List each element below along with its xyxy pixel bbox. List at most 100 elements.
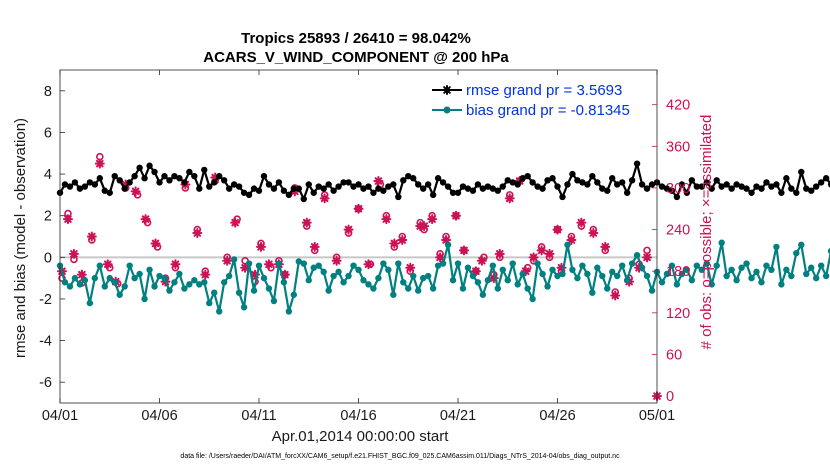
x-tick-label: 04/06 <box>141 408 177 424</box>
obs-assimilated-point <box>250 269 261 280</box>
bias-point <box>81 277 89 284</box>
obs-assimilated-point <box>556 262 567 273</box>
bias-point <box>330 272 337 280</box>
rmse-point <box>643 185 651 192</box>
x-tick-label: 04/11 <box>241 408 276 424</box>
obs-assimilated-point <box>140 214 151 225</box>
rmse-point <box>817 179 825 186</box>
rmse-point <box>658 183 666 190</box>
y-axis-label-right: # of obs: o=possible; ×=assimilated <box>698 115 715 350</box>
obs-assimilated-point <box>263 259 274 270</box>
rmse-point <box>579 179 586 186</box>
bias-point <box>424 272 432 280</box>
rmse-point <box>788 185 795 192</box>
obs-assimilated-point <box>552 224 563 235</box>
obs-assimilated-point <box>389 238 400 249</box>
obs-assimilated-point <box>68 248 79 259</box>
rmse-point <box>569 170 576 178</box>
obs-assimilated-point <box>397 234 408 245</box>
rmse-point <box>813 183 820 190</box>
bias-point <box>738 264 745 271</box>
rmse-point <box>743 185 750 192</box>
bias-point <box>743 260 750 267</box>
obs-assimilated-point <box>309 241 320 252</box>
bias-point <box>360 277 367 284</box>
bias-point <box>668 262 676 269</box>
rmse-point <box>196 185 203 192</box>
bias-point <box>793 249 800 257</box>
obs-assimilated-point <box>536 245 547 256</box>
bias-point <box>589 289 596 296</box>
bias-point <box>494 285 501 292</box>
bias-point <box>638 264 646 271</box>
legend-rmse-star <box>442 85 452 95</box>
legend-rmse-marker <box>442 85 452 95</box>
bias-point <box>260 274 268 282</box>
obs-assimilated-point <box>419 221 430 232</box>
rmse-point <box>345 179 352 186</box>
obs-assimilated-point <box>192 228 203 239</box>
rmse-point <box>255 187 263 194</box>
rmse-point <box>484 183 492 190</box>
legend: rmse grand pr = 3.5693 bias grand pr = -… <box>432 82 630 119</box>
rmse-point <box>330 187 337 194</box>
data-file-footnote: data file: /Users/raeder/DAI/ATM_forcXX/… <box>180 453 620 460</box>
bias-point <box>400 279 407 286</box>
bias-point <box>633 252 641 259</box>
bias-point <box>484 277 492 284</box>
obs-assimilated-point <box>301 217 312 228</box>
x-tick-label: 04/21 <box>440 408 476 424</box>
bias-point <box>628 260 636 267</box>
bias-point <box>723 272 730 280</box>
bias-point <box>216 308 223 315</box>
rmse-point <box>61 181 69 188</box>
bias-point <box>91 274 99 282</box>
bias-point <box>733 277 740 284</box>
rmse-point <box>424 181 432 188</box>
bias-point <box>136 270 143 278</box>
rmse-point <box>494 187 501 194</box>
rmse-point <box>444 183 452 190</box>
rmse-point <box>628 177 636 184</box>
x-tick-label: 04/26 <box>539 408 575 424</box>
chart-title-line1: Tropics 25893 / 26410 = 98.042% <box>241 30 471 47</box>
rmse-point <box>191 172 198 180</box>
rmse-point <box>141 175 148 182</box>
obs-assimilated-point <box>451 210 462 221</box>
rmse-point <box>633 160 641 167</box>
rmse-point <box>106 189 113 196</box>
obs-assimilated-point <box>435 252 446 263</box>
obs-assimilated-point <box>319 193 330 204</box>
rmse-point <box>181 179 188 186</box>
bias-point <box>176 270 183 278</box>
bias-point <box>285 308 293 315</box>
bias-point <box>554 272 561 280</box>
obs-assimilated-point <box>94 158 105 169</box>
rmse-point <box>375 185 382 192</box>
rmse-point <box>250 185 258 192</box>
bias-point <box>166 287 173 294</box>
obs-assimilated-point <box>76 269 87 280</box>
rmse-point <box>76 185 84 192</box>
rmse-point <box>638 181 646 188</box>
bias-point <box>265 285 273 292</box>
bias-point <box>141 295 148 303</box>
bias-point <box>788 272 795 280</box>
rmse-point <box>479 185 487 192</box>
rmse-point <box>728 185 735 192</box>
y-left-tick-label: -4 <box>39 334 52 350</box>
rmse-point <box>245 191 253 199</box>
obs-assimilated-point <box>381 214 392 225</box>
rmse-point <box>778 189 785 196</box>
bias-point <box>295 258 302 265</box>
bias-point <box>808 264 815 271</box>
rmse-point <box>275 179 283 186</box>
bias-point <box>464 264 472 271</box>
rmse-point <box>469 187 477 194</box>
bias-point <box>181 285 188 292</box>
rmse-point <box>161 172 168 180</box>
rmse-point <box>529 179 536 186</box>
rmse-point <box>693 183 700 190</box>
rmse-point <box>285 191 293 199</box>
